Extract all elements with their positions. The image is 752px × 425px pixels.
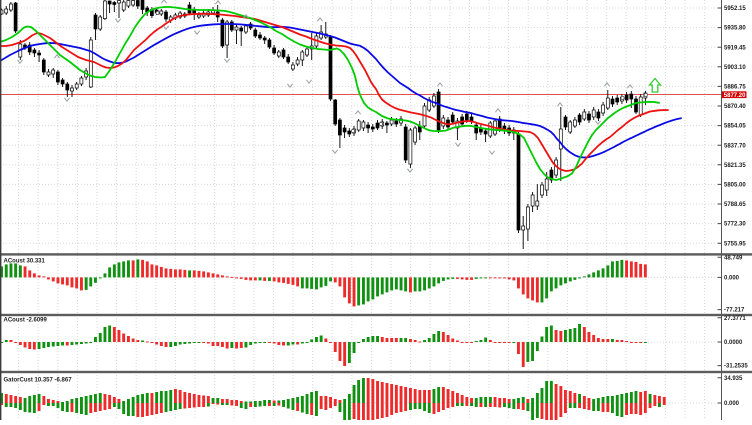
svg-text:5919.45: 5919.45 bbox=[724, 45, 746, 51]
svg-text:5886.75: 5886.75 bbox=[724, 85, 746, 91]
svg-text:0.0000: 0.0000 bbox=[724, 340, 743, 346]
svg-text:5870.40: 5870.40 bbox=[724, 104, 746, 110]
svg-text:GatorCust 10.357 -6.867: GatorCust 10.357 -6.867 bbox=[4, 378, 73, 384]
svg-text:27.3771: 27.3771 bbox=[724, 316, 746, 322]
svg-text:5903.10: 5903.10 bbox=[724, 65, 746, 71]
svg-text:ACoust 30.331: ACoust 30.331 bbox=[4, 259, 46, 265]
svg-text:5935.80: 5935.80 bbox=[724, 26, 746, 32]
svg-text:5772.30: 5772.30 bbox=[724, 222, 746, 228]
svg-text:5837.70: 5837.70 bbox=[724, 143, 746, 149]
svg-text:5821.35: 5821.35 bbox=[724, 163, 746, 169]
svg-text:ACoust -2.6099: ACoust -2.6099 bbox=[4, 318, 48, 324]
svg-text:5755.95: 5755.95 bbox=[724, 241, 746, 247]
svg-text:-77.217: -77.217 bbox=[724, 308, 745, 314]
svg-text:5877.20: 5877.20 bbox=[724, 93, 746, 99]
svg-text:5805.00: 5805.00 bbox=[724, 183, 746, 189]
svg-text:0.000: 0.000 bbox=[724, 276, 740, 282]
svg-text:5952.15: 5952.15 bbox=[724, 6, 746, 12]
svg-text:-31.2535: -31.2535 bbox=[724, 364, 748, 370]
svg-text:48.749: 48.749 bbox=[724, 255, 743, 261]
svg-text:5854.05: 5854.05 bbox=[724, 124, 746, 130]
svg-text:0.000: 0.000 bbox=[724, 401, 740, 407]
svg-text:34.935: 34.935 bbox=[724, 376, 743, 382]
svg-text:5788.65: 5788.65 bbox=[724, 202, 746, 208]
